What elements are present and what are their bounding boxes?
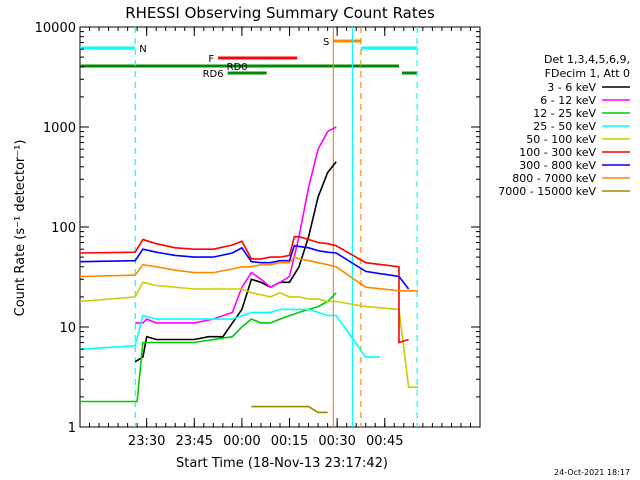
series-line — [79, 281, 419, 389]
legend-entry-label: 12 - 25 keV — [533, 107, 596, 120]
legend-entry-label: 3 - 6 keV — [547, 81, 596, 94]
flag-label: F — [208, 54, 214, 65]
x-axis: 23:30 23:45 00:00 00:15 00:30 00:45 — [79, 27, 481, 449]
legend-header: FDecim 1, Att 0 — [545, 67, 630, 80]
flag-label: RD0 — [227, 62, 248, 73]
flag-label: N — [139, 44, 146, 55]
series-line — [135, 126, 337, 324]
y-axis: 1 10 100 1000 10000 — [35, 21, 480, 436]
series-line — [251, 405, 328, 414]
flag-label: S — [323, 37, 329, 48]
x-tick-label: 00:45 — [366, 434, 403, 449]
x-tick-label: 00:00 — [223, 434, 260, 449]
y-tick-label: 100 — [51, 221, 76, 236]
series-line — [79, 256, 419, 292]
legend-entry-label: 800 - 7000 keV — [512, 172, 596, 185]
series-line — [79, 235, 409, 344]
chart-title: RHESSI Observing Summary Count Rates — [125, 4, 435, 22]
footer-timestamp: 24-Oct-2021 18:17 — [554, 468, 630, 477]
legend-entry-label: 6 - 12 keV — [540, 94, 596, 107]
x-tick-label: 00:15 — [271, 434, 308, 449]
y-tick-label: 10000 — [35, 21, 76, 36]
y-axis-label: Count Rate (s⁻¹ detector⁻¹) — [13, 140, 28, 317]
y-tick-label: 1 — [68, 421, 76, 436]
legend-header: Det 1,3,4,5,6,9, — [544, 53, 630, 66]
legend-entry-label: 50 - 100 keV — [526, 133, 596, 146]
legend: Det 1,3,4,5,6,9,FDecim 1, Att 03 - 6 keV… — [498, 53, 630, 198]
x-tick-label: 00:30 — [318, 434, 355, 449]
series-line — [79, 244, 410, 290]
legend-entry-label: 100 - 300 keV — [519, 146, 596, 159]
legend-entry-label: 300 - 800 keV — [519, 159, 596, 172]
x-tick-label: 23:45 — [176, 434, 213, 449]
data-series — [79, 126, 419, 414]
y-tick-label: 10 — [59, 321, 76, 336]
series-line — [134, 161, 337, 363]
legend-entry-label: 25 - 50 keV — [533, 120, 596, 133]
flag-label: RD6 — [203, 69, 224, 80]
vertical-markers — [134, 27, 418, 427]
x-tick-label: 23:30 — [128, 434, 165, 449]
legend-entry-label: 7000 - 15000 keV — [498, 185, 596, 198]
x-axis-label: Start Time (18-Nov-13 23:17:42) — [176, 456, 388, 471]
series-line — [79, 308, 380, 358]
y-tick-label: 1000 — [43, 121, 76, 136]
